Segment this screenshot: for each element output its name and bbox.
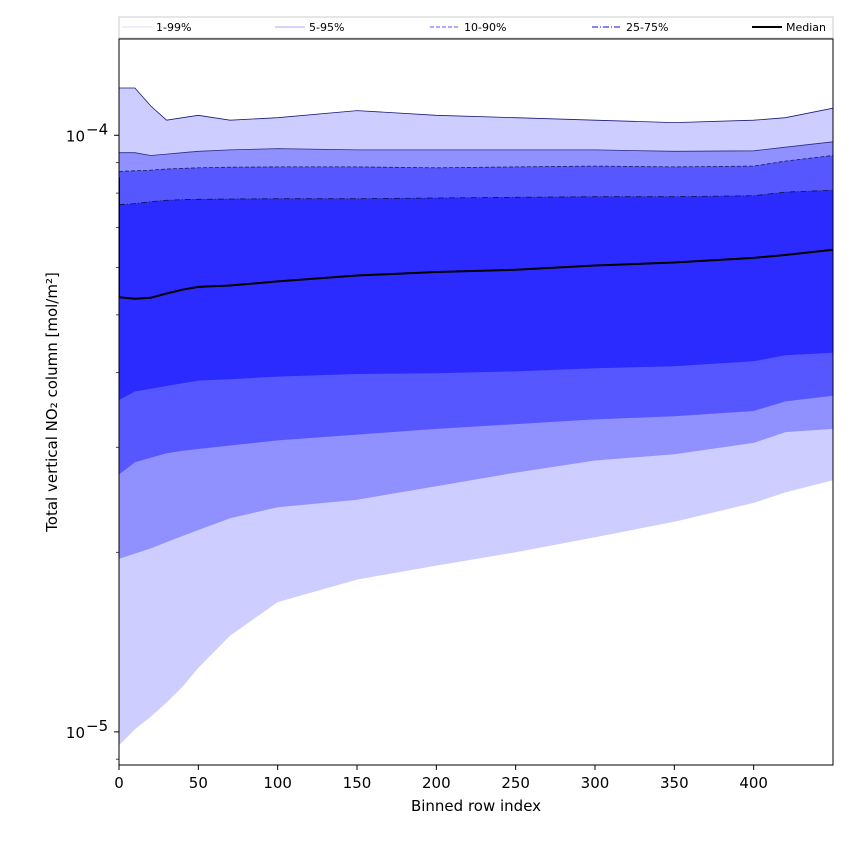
y-tick-label: 10 xyxy=(66,127,85,145)
legend-entry-label: 10-90% xyxy=(464,21,506,34)
x-tick-label: 250 xyxy=(501,774,530,792)
y-axis: 10−410−5 xyxy=(66,120,119,760)
band-upper-edge-1-99 xyxy=(119,87,833,124)
band-upper-edge-10-90 xyxy=(119,155,833,172)
legend-box xyxy=(118,16,834,39)
x-tick-label: 200 xyxy=(422,774,451,792)
legend-entry-label: 25-75% xyxy=(626,21,668,34)
median-group xyxy=(119,177,833,300)
x-tick-label: 0 xyxy=(114,774,124,792)
band-25-75 xyxy=(119,190,833,400)
y-tick-label: 10 xyxy=(66,724,85,742)
legend-entry-label: 5-95% xyxy=(309,21,344,34)
x-axis: 0 50 100 150 200 250 300 350 400 xyxy=(114,765,768,792)
legend: 1-99% 5-95% 10-90% 25-75% Median xyxy=(118,16,834,39)
legend-entry-label: Median xyxy=(786,21,826,34)
y-axis-label: Total vertical NO₂ column [mol/m²] xyxy=(43,272,61,533)
bands-group xyxy=(119,87,833,746)
plot-frame xyxy=(118,38,834,766)
y-tick-label-exponent: −5 xyxy=(86,717,108,735)
x-tick-label: 400 xyxy=(739,774,768,792)
x-axis-label: Binned row index xyxy=(411,797,541,815)
x-tick-label: 100 xyxy=(263,774,292,792)
band-upper-edge-25-75 xyxy=(119,189,833,206)
x-tick-label: 150 xyxy=(343,774,372,792)
x-tick-label: 50 xyxy=(189,774,208,792)
band-upper-edge-5-95 xyxy=(119,141,833,156)
median-line xyxy=(119,177,833,300)
x-tick-label: 300 xyxy=(581,774,610,792)
legend-entry-label: 1-99% xyxy=(156,21,191,34)
y-tick-label-exponent: −4 xyxy=(86,120,108,138)
x-tick-label: 350 xyxy=(660,774,689,792)
